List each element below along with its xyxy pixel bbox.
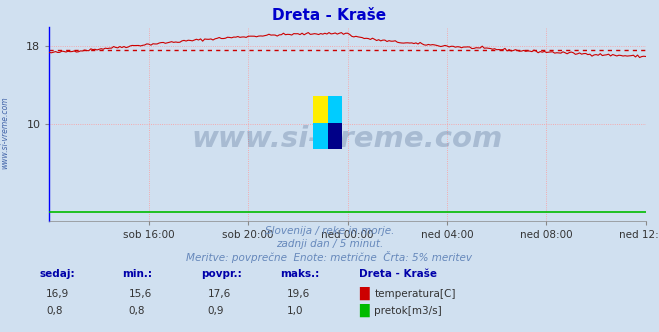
Text: povpr.:: povpr.: [201, 269, 242, 279]
Text: █: █ [359, 287, 369, 300]
Text: zadnji dan / 5 minut.: zadnji dan / 5 minut. [276, 239, 383, 249]
Text: www.si-vreme.com: www.si-vreme.com [1, 97, 10, 169]
Text: 1,0: 1,0 [287, 306, 303, 316]
Text: 0,9: 0,9 [208, 306, 224, 316]
Text: pretok[m3/s]: pretok[m3/s] [374, 306, 442, 316]
Text: 0,8: 0,8 [46, 306, 63, 316]
Text: maks.:: maks.: [280, 269, 320, 279]
Text: temperatura[C]: temperatura[C] [374, 289, 456, 299]
Text: 0,8: 0,8 [129, 306, 145, 316]
Text: Dreta - Kraše: Dreta - Kraše [272, 8, 387, 23]
Text: Slovenija / reke in morje.: Slovenija / reke in morje. [265, 226, 394, 236]
Text: sedaj:: sedaj: [40, 269, 75, 279]
Text: 15,6: 15,6 [129, 289, 152, 299]
Text: 19,6: 19,6 [287, 289, 310, 299]
Text: min.:: min.: [122, 269, 152, 279]
Text: 16,9: 16,9 [46, 289, 69, 299]
Text: Dreta - Kraše: Dreta - Kraše [359, 269, 437, 279]
Text: █: █ [359, 304, 369, 317]
Text: www.si-vreme.com: www.si-vreme.com [192, 125, 503, 153]
Text: Meritve: povprečne  Enote: metrične  Črta: 5% meritev: Meritve: povprečne Enote: metrične Črta:… [186, 251, 473, 263]
Text: 17,6: 17,6 [208, 289, 231, 299]
